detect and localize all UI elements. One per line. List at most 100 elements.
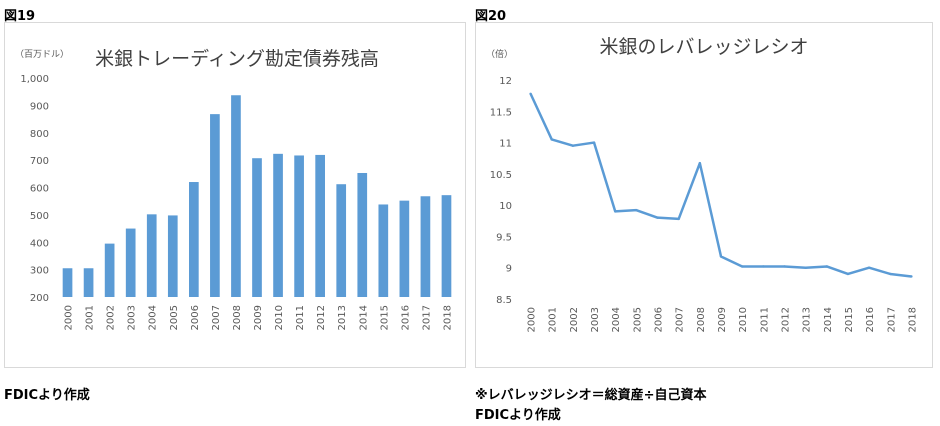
bar bbox=[231, 95, 241, 297]
x-tick-label: 2008 bbox=[232, 305, 243, 330]
data-point bbox=[889, 272, 892, 276]
bar bbox=[336, 184, 347, 297]
figure-20-label: 図20 bbox=[475, 9, 507, 24]
x-tick-label: 2012 bbox=[780, 307, 791, 332]
bar-chart: 米銀トレーディング勘定債券残高 （百万ドル） 200 300 400 500 600 70… bbox=[15, 48, 453, 330]
x-tick-label: 2017 bbox=[886, 307, 897, 332]
data-point bbox=[740, 265, 744, 268]
bar bbox=[357, 172, 368, 297]
y-tick-label: 10 bbox=[499, 201, 512, 212]
y-tick-label: 11 bbox=[499, 139, 512, 150]
data-point bbox=[783, 265, 786, 268]
line-chart-panel: 米銀のレバレッジレシオ （倍） 8.5 9 9.5 10 10.5 11 11.5 12 20… bbox=[475, 22, 933, 368]
x-tick-label: 2001 bbox=[85, 305, 96, 330]
x-tick-label: 2015 bbox=[844, 307, 855, 332]
y-tick-label: 700 bbox=[30, 156, 49, 167]
y-unit-label: （百万ドル） bbox=[15, 49, 69, 60]
data-point bbox=[698, 162, 702, 165]
x-tick-label: 2016 bbox=[865, 307, 876, 332]
bar bbox=[104, 243, 115, 297]
x-tick-label: 2014 bbox=[358, 305, 369, 330]
y-tick-label: 300 bbox=[30, 266, 49, 277]
figure-19-label: 図19 bbox=[4, 9, 36, 24]
y-tick-label: 8.5 bbox=[496, 295, 512, 306]
x-tick-label: 2018 bbox=[442, 305, 453, 330]
x-tick-label: 2010 bbox=[738, 307, 749, 332]
x-tick-label: 2003 bbox=[127, 305, 138, 330]
bar bbox=[252, 158, 262, 297]
x-tick-label: 2010 bbox=[274, 305, 285, 330]
data-point bbox=[825, 265, 828, 268]
y-tick-label: 9 bbox=[506, 264, 512, 275]
y-tick-label: 600 bbox=[30, 184, 49, 195]
data-point bbox=[635, 208, 638, 212]
chart-title: 米銀トレーディング勘定債券残高 bbox=[95, 48, 379, 70]
x-tick-label: 2004 bbox=[611, 307, 622, 332]
x-tick-label: 2006 bbox=[190, 305, 201, 330]
x-tick-label: 2005 bbox=[169, 305, 180, 330]
x-tick-label: 2012 bbox=[316, 305, 327, 330]
data-point bbox=[719, 255, 723, 258]
bar bbox=[420, 196, 431, 297]
y-tick-label: 900 bbox=[30, 101, 49, 112]
bar bbox=[441, 195, 452, 297]
data-point bbox=[846, 272, 850, 276]
bar bbox=[315, 154, 325, 297]
bar bbox=[273, 153, 283, 297]
bar bbox=[146, 214, 157, 297]
chart-title: 米銀のレバレッジレシオ bbox=[599, 36, 808, 58]
y-tick-label: 10.5 bbox=[490, 170, 512, 181]
x-tick-label: 2015 bbox=[379, 305, 390, 330]
figure-19-source: FDICより作成 bbox=[4, 388, 90, 403]
bar bbox=[125, 228, 136, 297]
bar bbox=[210, 114, 220, 297]
x-tick-label: 2007 bbox=[675, 307, 686, 332]
y-unit-label: （倍） bbox=[486, 48, 513, 60]
x-tick-label: 2009 bbox=[253, 305, 264, 330]
y-tick-label: 400 bbox=[30, 238, 49, 249]
x-tick-label: 2013 bbox=[337, 305, 348, 330]
data-point bbox=[762, 265, 765, 268]
x-tick-label: 2001 bbox=[548, 307, 559, 332]
bar bbox=[83, 268, 94, 297]
figure-20-note: ※レバレッジレシオ＝総資産÷自己資本 bbox=[475, 388, 707, 403]
data-point bbox=[867, 266, 871, 269]
x-tick-label: 2006 bbox=[654, 307, 665, 332]
y-tick-label: 500 bbox=[30, 211, 49, 222]
x-tick-label: 2004 bbox=[148, 305, 159, 330]
data-point bbox=[804, 266, 807, 269]
bar bbox=[167, 215, 178, 297]
y-tick-label: 11.5 bbox=[490, 107, 512, 118]
x-tick-label: 2007 bbox=[211, 305, 222, 330]
x-tick-label: 2000 bbox=[64, 305, 75, 330]
data-point bbox=[550, 138, 553, 141]
series-line bbox=[529, 93, 912, 278]
data-point bbox=[910, 275, 913, 278]
bar bbox=[294, 155, 304, 297]
data-point bbox=[592, 141, 596, 144]
x-tick-label: 2011 bbox=[295, 305, 306, 330]
data-point bbox=[656, 216, 659, 219]
x-tick-label: 2002 bbox=[106, 305, 117, 330]
bar bbox=[62, 268, 73, 297]
bar bbox=[189, 182, 199, 297]
x-tick-label: 2002 bbox=[569, 307, 580, 332]
data-point bbox=[614, 210, 617, 213]
y-tick-label: 200 bbox=[30, 293, 49, 304]
bar bbox=[399, 200, 410, 297]
figure-20-source: FDICより作成 bbox=[475, 408, 561, 423]
x-tick-label: 2008 bbox=[696, 307, 707, 332]
data-point bbox=[529, 92, 532, 95]
line-chart: 米銀のレバレッジレシオ （倍） 8.5 9 9.5 10 10.5 11 11.5 12 20… bbox=[486, 36, 918, 332]
x-tick-label: 2011 bbox=[759, 307, 770, 332]
x-tick-label: 2005 bbox=[632, 307, 643, 332]
x-tick-label: 2017 bbox=[421, 305, 432, 330]
y-tick-label: 800 bbox=[30, 129, 49, 140]
bar-chart-panel: 米銀トレーディング勘定債券残高 （百万ドル） 200 300 400 500 600 70… bbox=[4, 22, 466, 368]
y-tick-label: 9.5 bbox=[496, 232, 512, 243]
y-tick-label: 12 bbox=[499, 76, 512, 87]
data-point bbox=[571, 144, 575, 147]
y-tick-label: 1,000 bbox=[20, 74, 49, 85]
x-tick-label: 2009 bbox=[717, 307, 728, 332]
x-tick-label: 2000 bbox=[527, 307, 538, 332]
